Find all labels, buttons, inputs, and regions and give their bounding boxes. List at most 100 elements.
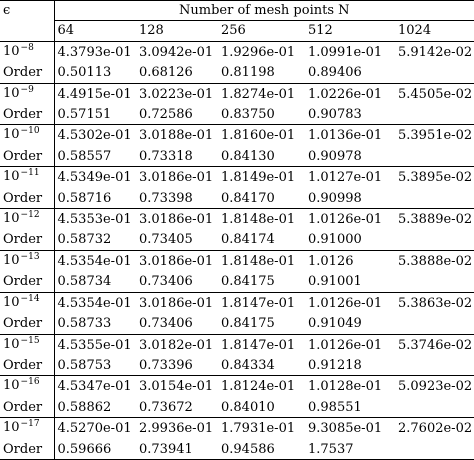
error-row: 10−12 4.5353e-01 3.0186e-01 1.8148e-01 1.012… — [0, 208, 474, 231]
error-value-cell: 1.0126 — [305, 249, 395, 273]
error-value-cell: 5.9142e-02 — [395, 40, 474, 64]
order-value-cell: 0.84130 — [221, 148, 275, 164]
epsilon-exponent: −15 — [20, 335, 40, 346]
error-value-cell: 3.0182e-01 — [136, 333, 218, 356]
error-value-cell: 1.0128e-01 — [305, 375, 395, 398]
epsilon-exponent: −10 — [20, 126, 40, 137]
epsilon-base: 10 — [3, 252, 20, 268]
epsilon-value-cell: 10−12 — [0, 208, 55, 231]
order-value-cell: 0.73406 — [139, 316, 193, 332]
order-row: Order 0.58733 0.73406 0.84175 0.91049 — [0, 314, 474, 334]
order-value-cell: 0.84010 — [221, 399, 275, 415]
order-row: Order 0.58557 0.73318 0.84130 0.90978 — [0, 146, 474, 167]
order-value-cell: 0.73318 — [139, 148, 193, 164]
error-value-cell: 4.5302e-01 — [54, 124, 136, 147]
epsilon-exponent: −9 — [20, 84, 34, 95]
order-value-cell: 0.58716 — [57, 190, 112, 206]
order-row: Order 0.58734 0.73406 0.84175 0.91001 — [0, 272, 474, 293]
order-value-cell: 0.84175 — [221, 274, 275, 290]
order-value-cell: 0.89406 — [308, 65, 362, 81]
error-value-cell: 9.3085e-01 — [305, 417, 395, 440]
order-label-cell: Order — [0, 146, 55, 167]
error-value-cell: 5.3895e-02 — [395, 166, 474, 189]
error-row: 10−15 4.5355e-01 3.0182e-01 1.8147e-01 1.012… — [0, 333, 474, 356]
table-body: 10−8 4.3793e-01 3.0942e-01 1.9296e-01 1.0991… — [0, 40, 474, 460]
order-value-cell: 0.72586 — [139, 107, 193, 123]
error-value-cell: 1.0991e-01 — [305, 40, 395, 64]
order-value-cell — [395, 63, 474, 83]
epsilon-base: 10 — [3, 420, 20, 436]
mesh-points-header-cell: 256 — [221, 23, 246, 39]
error-value-cell: 4.5353e-01 — [54, 208, 136, 231]
epsilon-base: 10 — [3, 127, 20, 143]
error-value-cell: 4.5354e-01 — [54, 249, 136, 273]
error-value-cell: 1.8274e-01 — [218, 82, 305, 106]
order-value-cell — [395, 147, 474, 167]
order-label-cell: Order — [0, 439, 55, 460]
order-value-cell: 0.91000 — [308, 232, 362, 248]
order-value-cell: 0.73941 — [136, 439, 218, 460]
epsilon-exponent: −8 — [20, 42, 34, 53]
error-value-cell: 3.0188e-01 — [136, 124, 218, 147]
order-value-cell: 0.73398 — [139, 190, 193, 206]
order-row: Order 0.50113 0.68126 0.81198 0.89406 — [0, 63, 474, 84]
order-value-cell: 0.90783 — [308, 107, 362, 123]
order-label-cell: Order — [0, 314, 55, 334]
epsilon-value-cell: 10−17 — [0, 417, 55, 440]
error-value-cell: 4.5355e-01 — [54, 333, 136, 356]
epsilon-value-cell: 10−13 — [0, 249, 55, 273]
error-value-cell: 3.0154e-01 — [136, 375, 218, 398]
epsilon-base: 10 — [3, 211, 20, 227]
order-row: Order 0.58753 0.73396 0.84334 0.91218 — [0, 355, 474, 376]
error-value-cell: 4.5270e-01 — [54, 417, 136, 440]
order-value-cell: 0.94586 — [218, 439, 305, 460]
order-value-cell: 0.84334 — [221, 357, 275, 373]
order-value-cell: 0.73672 — [139, 399, 193, 415]
error-value-cell: 5.3746e-02 — [395, 333, 474, 356]
error-value-cell: 1.9296e-01 — [218, 40, 305, 64]
order-label-cell: Order — [0, 355, 55, 376]
error-row: 10−14 4.5354e-01 3.0186e-01 1.8147e-01 1.012… — [0, 291, 474, 315]
order-value-cell: 0.90998 — [308, 190, 362, 206]
error-value-cell: 1.0136e-01 — [305, 124, 395, 147]
order-row: Order 0.57151 0.72586 0.83750 0.90783 — [0, 105, 474, 125]
order-value-cell: 0.58862 — [57, 399, 112, 415]
error-value-cell: 1.0226e-01 — [305, 82, 395, 106]
error-value-cell: 5.3889e-02 — [395, 208, 474, 231]
error-value-cell: 2.7602e-02 — [395, 417, 474, 440]
order-value-cell — [395, 356, 474, 376]
error-value-cell: 5.3863e-02 — [395, 291, 474, 315]
error-value-cell: 1.0126e-01 — [305, 208, 395, 231]
error-row: 10−8 4.3793e-01 3.0942e-01 1.9296e-01 1.0991… — [0, 40, 474, 64]
table-header: ϵ Number of mesh points N 64 128 256 512 102… — [0, 0, 474, 42]
epsilon-value-cell: 10−9 — [0, 82, 55, 106]
order-value-cell — [395, 105, 474, 125]
order-value-cell: 0.84175 — [221, 316, 275, 332]
mesh-points-header-cell: 512 — [308, 23, 333, 39]
epsilon-base: 10 — [3, 43, 20, 59]
epsilon-value-cell: 10−16 — [0, 375, 55, 398]
order-value-cell: 0.84170 — [221, 190, 275, 206]
order-label-cell: Order — [0, 188, 55, 209]
error-value-cell: 4.5354e-01 — [54, 291, 136, 315]
order-value-cell — [395, 230, 474, 250]
epsilon-value-cell: 10−11 — [0, 166, 55, 189]
order-value-cell: 0.50113 — [57, 65, 112, 81]
order-value-cell: 0.58733 — [57, 316, 112, 332]
order-value-cell: 0.58734 — [57, 274, 112, 290]
order-label-cell: Order — [0, 105, 55, 125]
order-row: Order 0.58732 0.73405 0.84174 0.91000 — [0, 230, 474, 251]
order-row: Order 0.58716 0.73398 0.84170 0.90998 — [0, 188, 474, 209]
epsilon-exponent: −11 — [20, 168, 40, 179]
epsilon-base: 10 — [3, 294, 20, 310]
order-label-cell: Order — [0, 63, 55, 84]
error-value-cell: 1.8147e-01 — [218, 291, 305, 315]
epsilon-base: 10 — [3, 169, 20, 185]
order-value-cell: 0.58557 — [57, 148, 112, 164]
error-value-cell: 1.0126e-01 — [305, 291, 395, 315]
error-value-cell: 4.5347e-01 — [54, 375, 136, 398]
order-value-cell: 0.58732 — [57, 232, 112, 248]
error-value-cell: 1.0126e-01 — [305, 333, 395, 356]
order-value-cell — [395, 189, 474, 209]
epsilon-value-cell: 10−15 — [0, 333, 55, 356]
